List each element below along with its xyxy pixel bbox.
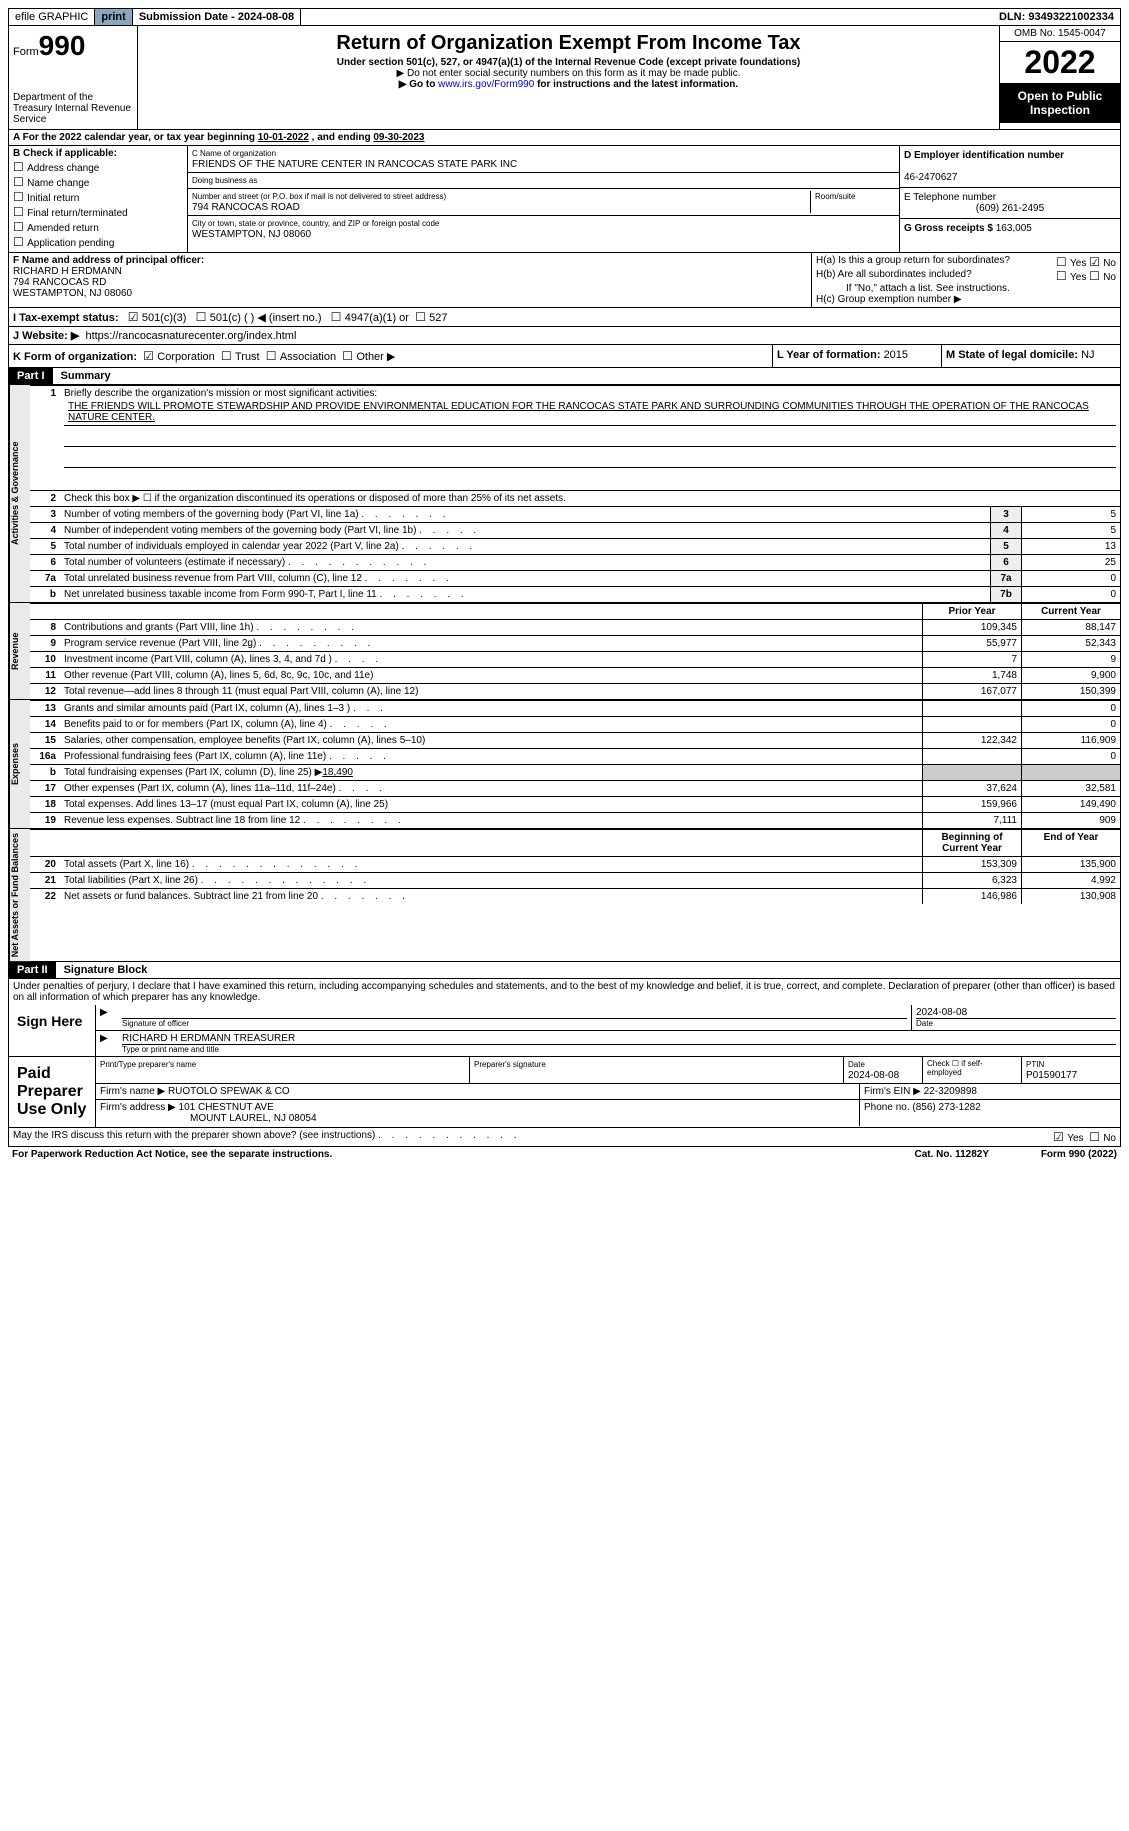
toolbar: efile GRAPHIC print Submission Date - 20… xyxy=(8,8,1121,26)
section-b: B Check if applicable: Address change Na… xyxy=(9,146,188,252)
line4-val: 5 xyxy=(1022,523,1121,539)
may-no[interactable]: No xyxy=(1089,1133,1116,1144)
city-state-zip: WESTAMPTON, NJ 08060 xyxy=(192,229,311,240)
dln: DLN: 93493221002334 xyxy=(993,9,1120,25)
form-header: Form990 Department of the Treasury Inter… xyxy=(8,26,1121,130)
revenue-section: Revenue Prior YearCurrent Year 8Contribu… xyxy=(8,603,1121,700)
may-yes[interactable]: Yes xyxy=(1053,1133,1083,1144)
sign-here-block: Sign Here ▶ Signature of officer 2024-08… xyxy=(8,1005,1121,1057)
line3-val: 5 xyxy=(1022,507,1121,523)
line6-val: 25 xyxy=(1022,555,1121,571)
mission-text: THE FRIENDS WILL PROMOTE STEWARDSHIP AND… xyxy=(64,399,1116,426)
chk-initial-return[interactable]: Initial return xyxy=(13,190,183,204)
section-d: D Employer identification number46-24706… xyxy=(900,146,1120,252)
paid-preparer-block: Paid Preparer Use Only Print/Type prepar… xyxy=(8,1057,1121,1128)
footer: For Paperwork Reduction Act Notice, see … xyxy=(8,1147,1121,1162)
part1-header: Part ISummary xyxy=(8,368,1121,385)
print-button[interactable]: print xyxy=(95,9,132,25)
chk-4947[interactable]: 4947(a)(1) or xyxy=(331,312,409,324)
section-f: F Name and address of principal officer:… xyxy=(9,253,812,307)
net-assets-section: Net Assets or Fund Balances Beginning of… xyxy=(8,829,1121,962)
ptin: P01590177 xyxy=(1026,1070,1077,1081)
expenses-section: Expenses 13Grants and similar amounts pa… xyxy=(8,700,1121,829)
section-klm: K Form of organization: Corporation Trus… xyxy=(8,345,1121,368)
state-domicile: NJ xyxy=(1081,349,1094,361)
perjury-declaration: Under penalties of perjury, I declare th… xyxy=(8,979,1121,1005)
chk-corp[interactable]: Corporation xyxy=(143,351,215,363)
org-name: FRIENDS OF THE NATURE CENTER IN RANCOCAS… xyxy=(192,159,517,170)
chk-501c3[interactable]: 501(c)(3) xyxy=(128,312,187,324)
officer-name: RICHARD H ERDMANN xyxy=(13,266,122,277)
chk-501c[interactable]: 501(c) ( ) ◀ (insert no.) xyxy=(196,312,322,324)
firm-name: RUOTOLO SPEWAK & CO xyxy=(168,1086,290,1097)
may-discuss: May the IRS discuss this return with the… xyxy=(8,1128,1121,1147)
gross-receipts: 163,005 xyxy=(996,223,1032,234)
chk-other[interactable]: Other ▶ xyxy=(342,351,395,363)
chk-assoc[interactable]: Association xyxy=(266,351,336,363)
firm-ein: 22-3209898 xyxy=(924,1086,977,1097)
form-subtitle: Under section 501(c), 527, or 4947(a)(1)… xyxy=(142,57,995,68)
line5-val: 13 xyxy=(1022,539,1121,555)
dept-label: Department of the Treasury Internal Reve… xyxy=(13,92,133,125)
chk-name-change[interactable]: Name change xyxy=(13,175,183,189)
form-number: Form990 xyxy=(13,30,133,62)
chk-trust[interactable]: Trust xyxy=(221,351,260,363)
part2-header: Part IISignature Block xyxy=(8,962,1121,979)
section-j: J Website: ▶ https://rancocasnaturecente… xyxy=(8,327,1121,345)
line7b-val: 0 xyxy=(1022,587,1121,603)
section-h: H(a) Is this a group return for subordin… xyxy=(812,253,1120,307)
tax-year-row: A For the 2022 calendar year, or tax yea… xyxy=(8,130,1121,146)
section-fh: F Name and address of principal officer:… xyxy=(8,253,1121,308)
irs-link[interactable]: www.irs.gov/Form990 xyxy=(438,79,534,90)
hb-no[interactable]: No xyxy=(1089,272,1116,283)
website-url: https://rancocasnaturecenter.org/index.h… xyxy=(85,330,296,342)
omb-number: OMB No. 1545-0047 xyxy=(1000,26,1120,42)
year-formation: 2015 xyxy=(884,349,908,361)
street-address: 794 RANCOCAS ROAD xyxy=(192,202,300,213)
section-bcd: B Check if applicable: Address change Na… xyxy=(8,146,1121,253)
telephone: (609) 261-2495 xyxy=(904,203,1116,214)
signer-name: RICHARD H ERDMANN TREASURER xyxy=(122,1033,295,1044)
note-link: ▶ Go to www.irs.gov/Form990 for instruct… xyxy=(142,79,995,90)
firm-phone: (856) 273-1282 xyxy=(912,1102,980,1113)
form-title: Return of Organization Exempt From Incom… xyxy=(142,32,995,55)
efile-label: efile GRAPHIC xyxy=(9,9,95,25)
chk-final-return[interactable]: Final return/terminated xyxy=(13,205,183,219)
chk-app-pending[interactable]: Application pending xyxy=(13,235,183,249)
hb-yes[interactable]: Yes xyxy=(1056,272,1086,283)
chk-address-change[interactable]: Address change xyxy=(13,160,183,174)
ha-yes[interactable]: Yes xyxy=(1056,258,1086,269)
tax-year: 2022 xyxy=(1000,42,1120,83)
note-ssn: ▶ Do not enter social security numbers o… xyxy=(142,68,995,79)
section-c: C Name of organizationFRIENDS OF THE NAT… xyxy=(188,146,900,252)
chk-527[interactable]: 527 xyxy=(415,312,447,324)
submission-date: Submission Date - 2024-08-08 xyxy=(133,9,301,25)
ein: 46-2470627 xyxy=(904,172,957,183)
ha-no[interactable]: No xyxy=(1089,258,1116,269)
chk-amended[interactable]: Amended return xyxy=(13,220,183,234)
section-i: I Tax-exempt status: 501(c)(3) 501(c) ( … xyxy=(8,308,1121,327)
activities-governance: Activities & Governance 1Briefly describ… xyxy=(8,385,1121,603)
line7a-val: 0 xyxy=(1022,571,1121,587)
public-inspection: Open to Public Inspection xyxy=(1000,83,1120,123)
